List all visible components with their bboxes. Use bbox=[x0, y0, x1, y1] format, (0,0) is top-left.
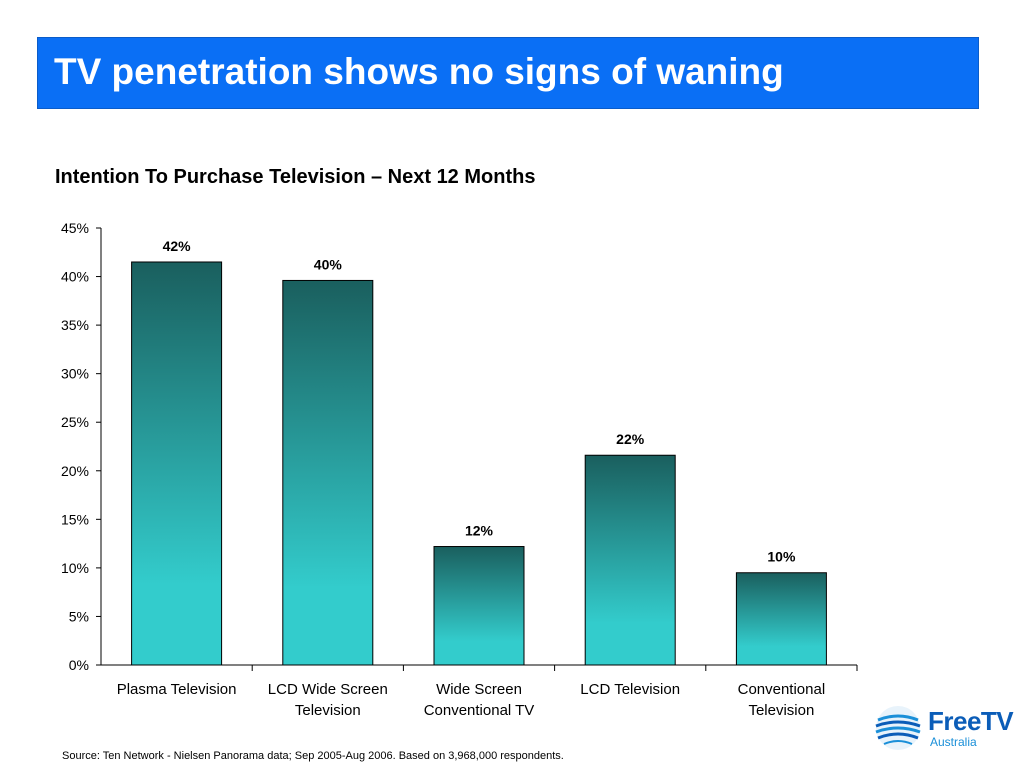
x-tick-label: Wide Screen bbox=[436, 681, 522, 698]
title-bar: TV penetration shows no signs of waning bbox=[37, 37, 979, 109]
slide-title: TV penetration shows no signs of waning bbox=[54, 51, 784, 92]
x-tick-label: Television bbox=[295, 702, 361, 719]
y-tick-label: 45% bbox=[61, 220, 89, 236]
y-tick-label: 40% bbox=[61, 269, 89, 285]
y-tick-label: 0% bbox=[69, 657, 89, 673]
y-tick-label: 15% bbox=[61, 511, 89, 527]
x-tick-label: Conventional TV bbox=[424, 702, 535, 719]
y-tick-label: 10% bbox=[61, 560, 89, 576]
x-tick-label: Conventional bbox=[738, 681, 826, 698]
x-tick-label: Television bbox=[748, 702, 814, 719]
y-tick-label: 30% bbox=[61, 366, 89, 382]
x-tick-label: LCD Television bbox=[580, 681, 680, 698]
bar bbox=[735, 572, 827, 666]
freetv-globe-icon bbox=[875, 706, 921, 750]
data-label: 12% bbox=[465, 523, 494, 539]
data-label: 42% bbox=[163, 238, 192, 254]
y-tick-label: 35% bbox=[61, 317, 89, 333]
data-label: 22% bbox=[616, 431, 645, 447]
data-label: 40% bbox=[314, 256, 343, 272]
logo-subtitle: Australia bbox=[930, 735, 977, 749]
y-tick-label: 25% bbox=[61, 414, 89, 430]
bar bbox=[433, 546, 525, 666]
x-tick-label: LCD Wide Screen bbox=[268, 681, 388, 698]
bar bbox=[131, 261, 223, 666]
bar bbox=[282, 279, 374, 666]
y-tick-label: 5% bbox=[69, 608, 89, 624]
source-note: Source: Ten Network - Nielsen Panorama d… bbox=[62, 750, 564, 762]
chart-title: Intention To Purchase Television – Next … bbox=[55, 166, 536, 188]
x-tick-label: Plasma Television bbox=[117, 681, 237, 698]
logo-name: FreeTV bbox=[928, 706, 1014, 736]
y-tick-label: 20% bbox=[61, 463, 89, 479]
bar bbox=[584, 454, 676, 666]
freetv-logo: FreeTV Australia bbox=[874, 702, 1014, 754]
data-label: 10% bbox=[767, 549, 796, 565]
